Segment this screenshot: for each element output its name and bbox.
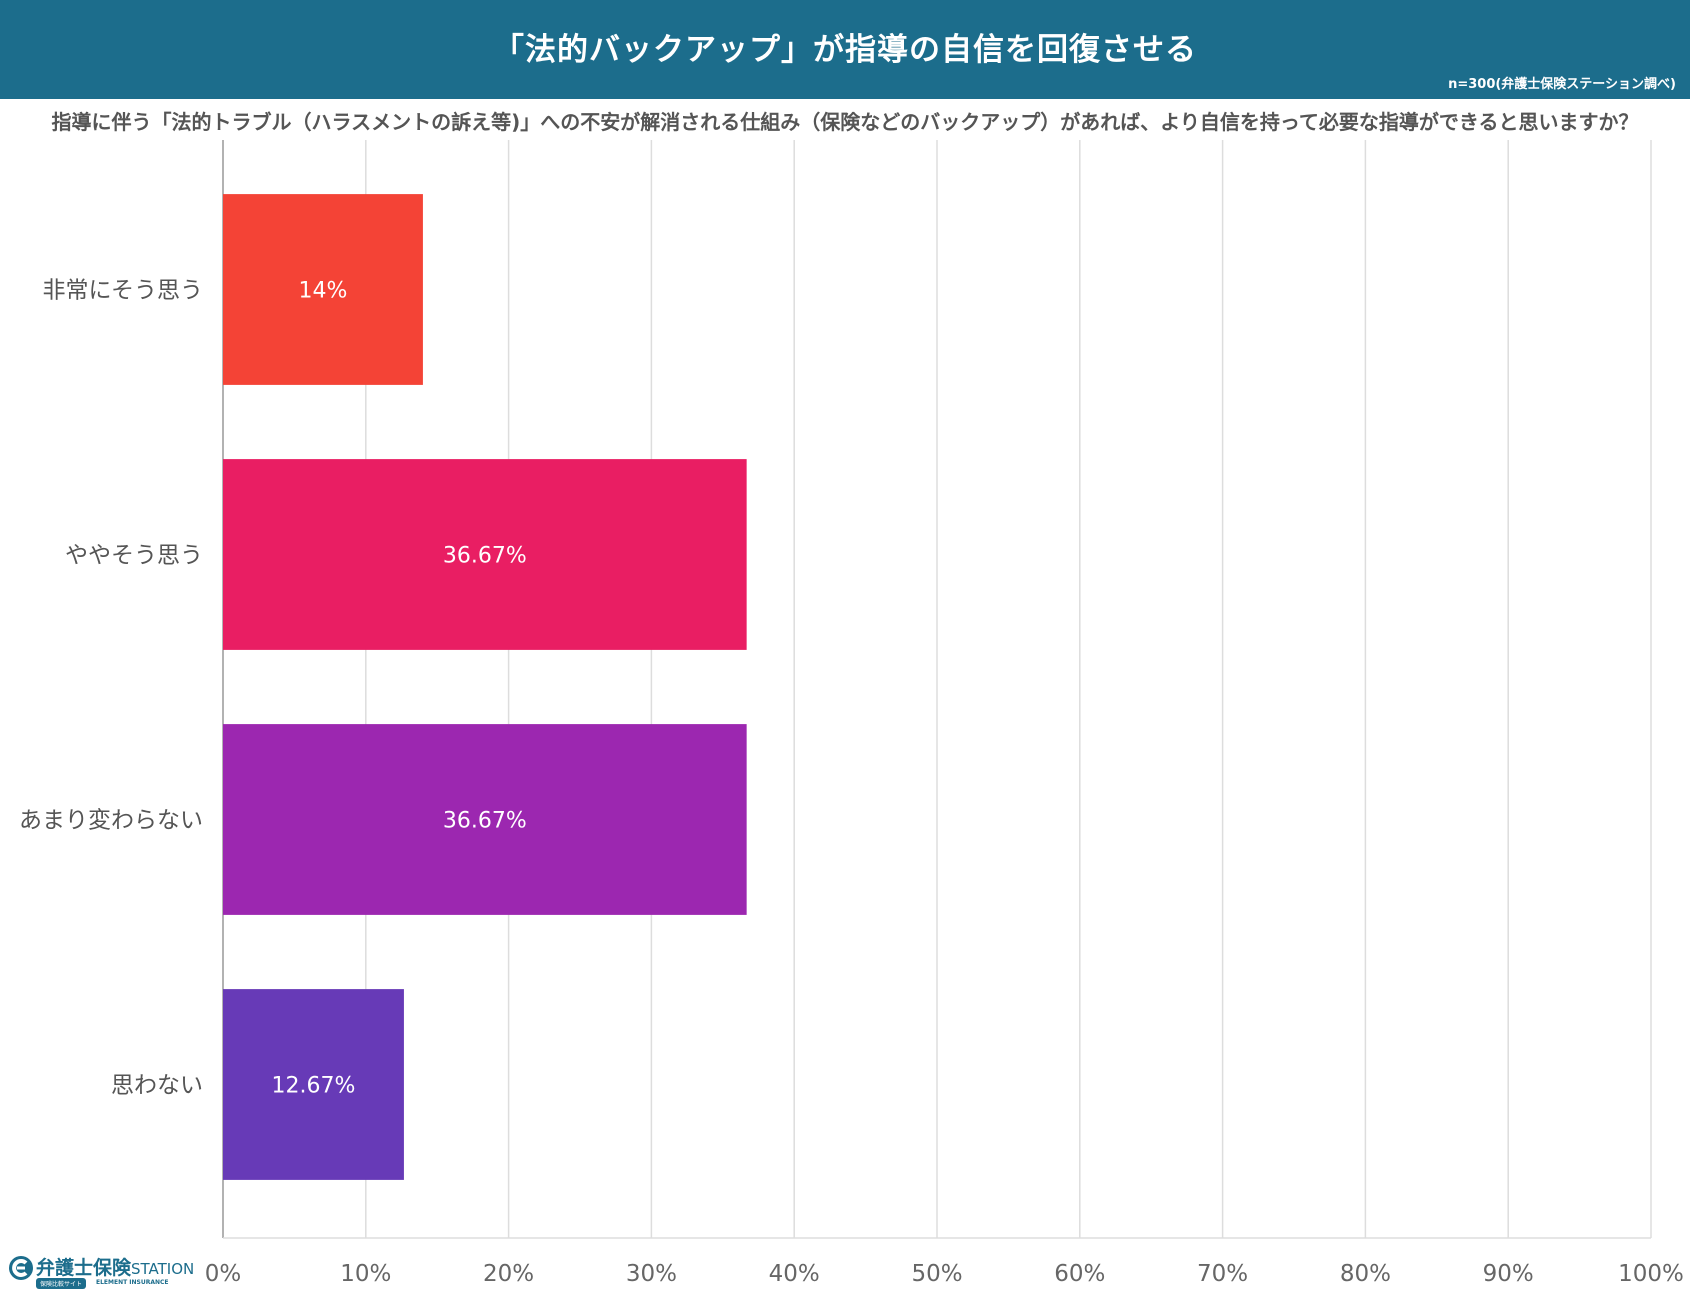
x-tick-label: 80% (1340, 1261, 1391, 1287)
x-tick-label: 10% (340, 1261, 391, 1287)
brand-name-jp: 弁護士保険 (36, 1257, 132, 1279)
brand-station: STATION (131, 1260, 195, 1278)
x-tick-label: 100% (1618, 1261, 1684, 1287)
survey-question: 指導に伴う「法的トラブル（ハラスメントの訴え等)」への不安が解消される仕組み（保… (51, 110, 1639, 134)
bar-value-label: 36.67% (443, 809, 527, 834)
brand-tag: 保険比較サイト (36, 1278, 87, 1289)
bar (223, 989, 404, 1180)
page-title: 「法的バックアップ」が指導の自信を回復させる (493, 32, 1197, 68)
category-label: 思わない (111, 1073, 203, 1099)
bar-value-label: 12.67% (272, 1074, 356, 1099)
x-tick-label: 70% (1197, 1261, 1248, 1287)
category-label: 非常にそう思う (42, 278, 203, 304)
x-tick-label: 50% (911, 1261, 962, 1287)
x-tick-label: 40% (769, 1261, 820, 1287)
brand-sub: ELEMENT INSURANCE (96, 1279, 169, 1286)
x-tick-label: 30% (626, 1261, 677, 1287)
brand-name: 弁護士保険STATION (36, 1253, 194, 1280)
x-tick-label: 90% (1483, 1261, 1534, 1287)
header-banner: 「法的バックアップ」が指導の自信を回復させる n=300(弁護士保険ステーション… (0, 0, 1690, 99)
sample-size-note: n=300(弁護士保険ステーション調べ) (1448, 77, 1676, 92)
brand-logo: 弁護士保険STATION 保険比較サイト ELEMENT INSURANCE (8, 1253, 194, 1289)
bar-value-label: 36.67% (443, 544, 527, 569)
category-label: あまり変わらない (19, 808, 203, 834)
brand-mark-icon (9, 1256, 33, 1280)
bar (223, 459, 747, 650)
x-tick-label: 20% (483, 1261, 534, 1287)
x-tick-label: 0% (205, 1261, 242, 1287)
category-label: ややそう思う (65, 543, 203, 569)
bar (223, 194, 423, 385)
bar-value-label: 14% (299, 279, 348, 304)
x-tick-label: 60% (1054, 1261, 1105, 1287)
bar (223, 724, 747, 915)
